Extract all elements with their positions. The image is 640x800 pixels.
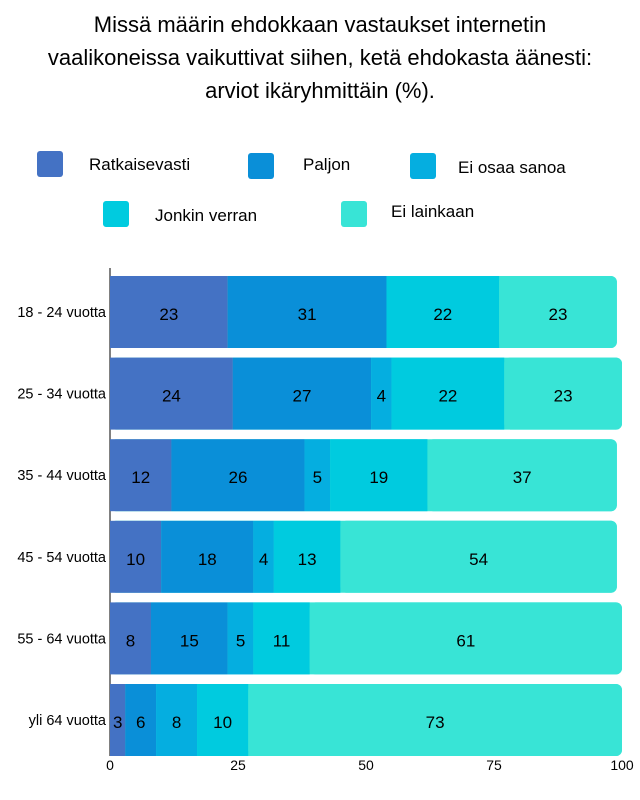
chart-title-line-1: Missä määrin ehdokkaan vastaukset intern…	[93, 12, 547, 37]
bar-segment	[248, 684, 623, 756]
bar-value-label: 61	[456, 631, 475, 650]
bar-segment	[391, 357, 505, 430]
bar-value-label: 26	[229, 468, 248, 487]
bar-segment	[197, 684, 249, 756]
bar-value-label: 4	[259, 550, 268, 569]
x-tick-label: 25	[230, 757, 246, 773]
bar-segment	[330, 439, 428, 512]
legend-swatch	[248, 153, 274, 179]
bar-segment	[150, 602, 228, 675]
bar-value-label: 3	[113, 713, 122, 732]
bar-value-label: 23	[159, 305, 178, 324]
bar-value-label: 11	[273, 631, 291, 650]
legend-swatch	[410, 153, 436, 179]
bar-segment	[253, 602, 310, 675]
bar-segment	[499, 276, 617, 348]
x-tick-label: 75	[486, 757, 502, 773]
category-label: 45 - 54 vuotta	[17, 550, 107, 566]
bar-segment	[227, 602, 254, 675]
bar-value-label: 8	[126, 631, 135, 650]
legend-swatch	[341, 201, 367, 227]
bar-segment	[232, 357, 372, 430]
bar-value-label: 6	[136, 713, 145, 732]
bar-segment	[340, 520, 617, 593]
bar-segment	[110, 276, 228, 348]
bar-segment	[110, 602, 151, 675]
bar-segment	[110, 357, 233, 430]
bar-segment	[156, 684, 198, 756]
bar-value-label: 23	[554, 387, 573, 406]
x-tick-label: 0	[106, 757, 114, 773]
category-label: 55 - 64 vuotta	[17, 631, 107, 647]
category-label: 25 - 34 vuotta	[17, 387, 107, 403]
bar-value-label: 10	[126, 550, 145, 569]
bar-segment	[110, 439, 172, 512]
bar-segment	[253, 520, 274, 593]
x-tick-label: 100	[610, 757, 634, 773]
legend-label: Ratkaisevasti	[89, 155, 191, 174]
bar-value-label: 4	[377, 387, 386, 406]
bar-value-label: 8	[172, 713, 181, 732]
bar-value-label: 5	[313, 468, 322, 487]
bar-segment	[161, 520, 254, 593]
bar-value-label: 24	[162, 387, 181, 406]
bar-value-label: 37	[513, 468, 532, 487]
bar-value-label: 18	[198, 550, 217, 569]
bar-value-label: 12	[131, 468, 150, 487]
category-label: yli 64 vuotta	[29, 713, 107, 729]
bar-segment	[227, 276, 387, 348]
bar-value-label: 22	[438, 387, 457, 406]
bar-segment	[504, 357, 622, 430]
legend-swatch	[103, 201, 129, 227]
bar-value-label: 54	[469, 550, 488, 569]
legend-label: Paljon	[303, 155, 351, 174]
legend-label: Ei osaa sanoa	[458, 158, 566, 177]
chart-title-line-2: vaalikoneissa vaikuttivat siihen, ketä e…	[47, 45, 593, 70]
bar-segment	[304, 439, 331, 512]
bar-segment	[371, 357, 392, 430]
category-label: 18 - 24 vuotta	[17, 305, 107, 321]
chart-title-line-3: arviot ikäryhmittäin (%).	[205, 78, 435, 103]
legend-label: Jonkin verran	[155, 206, 258, 225]
bar-value-label: 73	[426, 713, 445, 732]
bar-segment	[273, 520, 341, 593]
bar-segment	[125, 684, 157, 756]
bar-value-label: 10	[213, 713, 232, 732]
bar-value-label: 27	[293, 387, 312, 406]
bar-value-label: 23	[549, 305, 568, 324]
legend-label: Ei lainkaan	[391, 202, 475, 221]
bar-segment	[110, 520, 162, 593]
bar-value-label: 15	[180, 631, 199, 650]
x-tick-label: 50	[358, 757, 374, 773]
bar-value-label: 19	[369, 468, 388, 487]
bar-segment	[386, 276, 500, 348]
category-label: 35 - 44 vuotta	[17, 468, 107, 484]
bar-value-label: 31	[298, 305, 317, 324]
bar-value-label: 13	[298, 550, 317, 569]
bar-segment	[427, 439, 617, 512]
bar-segment	[171, 439, 305, 512]
bar-value-label: 5	[236, 631, 245, 650]
bar-segment	[110, 684, 126, 756]
bar-value-label: 22	[433, 305, 452, 324]
bar-segment	[309, 602, 622, 675]
chart-title: Missä määrin ehdokkaan vastaukset intern…	[0, 8, 640, 107]
legend-swatch	[37, 151, 63, 177]
